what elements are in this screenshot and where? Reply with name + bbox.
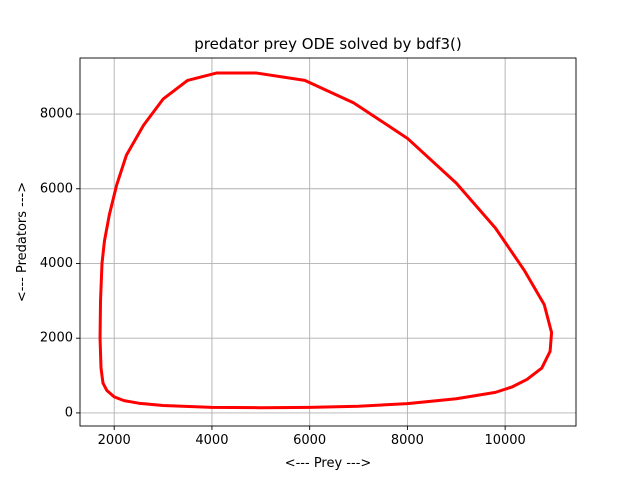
y-axis-label: <--- Predators ---> <box>15 182 30 302</box>
y-tick-label: 8000 <box>40 107 73 122</box>
series-line <box>98 71 554 410</box>
y-ticks: 0 2000 4000 6000 8000 <box>40 107 80 420</box>
plot-frame <box>79 57 577 427</box>
y-tick-label: 0 <box>65 405 73 420</box>
series-layer <box>98 71 554 410</box>
x-tick-label: 6000 <box>293 433 326 448</box>
x-tick-label: 8000 <box>391 433 424 448</box>
chart-title: predator prey ODE solved by bdf3() <box>194 35 461 53</box>
x-ticks: 2000 4000 6000 8000 10000 <box>98 426 526 448</box>
x-axis-label: <--- Prey ---> <box>285 456 372 471</box>
x-tick-label: 10000 <box>484 433 525 448</box>
x-tick-label: 4000 <box>195 433 228 448</box>
y-tick-label: 4000 <box>40 256 73 271</box>
x-tick-label: 2000 <box>98 433 131 448</box>
y-tick-label: 6000 <box>40 181 73 196</box>
y-tick-label: 2000 <box>40 331 73 346</box>
